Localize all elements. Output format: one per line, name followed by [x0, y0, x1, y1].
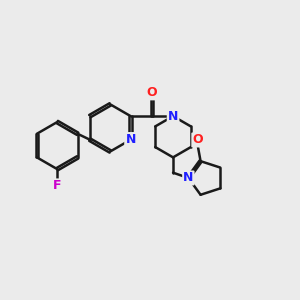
Text: O: O — [192, 134, 203, 146]
Text: F: F — [53, 179, 61, 192]
Text: N: N — [125, 133, 136, 146]
Text: N: N — [125, 133, 136, 146]
Text: O: O — [146, 86, 157, 99]
Text: N: N — [183, 172, 194, 184]
Text: N: N — [168, 110, 178, 123]
Text: N: N — [168, 110, 178, 123]
